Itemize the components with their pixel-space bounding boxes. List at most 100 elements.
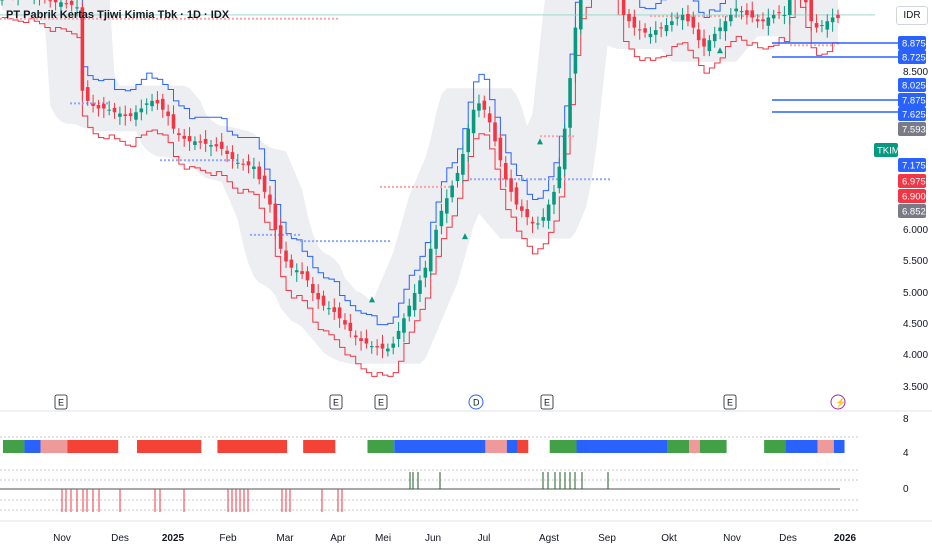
regime-segment xyxy=(67,440,119,453)
candle-body xyxy=(707,40,712,52)
event-label: E xyxy=(378,398,384,408)
candle-body xyxy=(691,16,696,28)
candle-body xyxy=(337,307,342,319)
earnings-event-marker[interactable]: E xyxy=(723,394,737,410)
candle-body xyxy=(252,166,256,169)
candle-body xyxy=(621,0,626,15)
candle-body xyxy=(193,141,197,145)
event-box xyxy=(540,394,554,410)
y-axis-tick: 5.000 xyxy=(903,288,928,299)
candle-body xyxy=(498,137,503,161)
price-label-info: 6.852 xyxy=(898,204,926,218)
candle-body xyxy=(412,293,417,311)
candle-body xyxy=(814,23,819,28)
x-axis-tick: Okt xyxy=(661,533,677,544)
candle-body xyxy=(734,8,738,12)
candle-body xyxy=(552,191,556,205)
symbol-title: PT Pabrik Kertas Tjiwi Kimia Tbk · 1D · … xyxy=(6,9,230,21)
candle-body xyxy=(402,318,406,333)
candle-body xyxy=(396,330,401,340)
dividend-event-marker[interactable]: D xyxy=(468,394,484,410)
candle-body xyxy=(718,27,722,32)
price-label-text: 7.875 xyxy=(902,96,926,107)
earnings-event-marker[interactable]: E xyxy=(54,394,68,410)
candle-body xyxy=(48,0,53,2)
price-label-text: 8.025 xyxy=(902,81,926,92)
y-axis-tick: 5.500 xyxy=(903,256,928,267)
candle-body xyxy=(637,29,642,31)
price-label-level: 6.975 xyxy=(898,174,926,188)
candle-body xyxy=(509,178,513,192)
candle-body xyxy=(702,38,706,47)
candle-body xyxy=(407,305,412,317)
event-box xyxy=(374,394,388,410)
price-label-text: 8.725 xyxy=(902,53,926,64)
sub-y-axis-tick: 8 xyxy=(903,414,909,425)
event-label: D xyxy=(473,398,480,408)
event-box xyxy=(723,394,737,410)
earnings-event-marker[interactable]: E xyxy=(329,394,343,410)
price-label-level: 7.875 xyxy=(898,93,926,107)
candle-body xyxy=(686,14,690,22)
volatility-band xyxy=(2,0,838,364)
earnings-event-marker[interactable]: E xyxy=(374,394,388,410)
ticker-tag-text: TKIM xyxy=(877,146,900,157)
price-label-level: 6.900 xyxy=(898,189,926,203)
candle-body xyxy=(219,141,224,149)
candle-body xyxy=(128,113,133,117)
candle-body xyxy=(160,98,165,110)
price-label-text: 6.900 xyxy=(902,192,926,203)
candle-body xyxy=(134,112,138,120)
candle-body xyxy=(53,0,58,3)
candle-body xyxy=(0,0,4,1)
price-label-level: 8.875 xyxy=(898,36,926,50)
candle-body xyxy=(477,103,481,111)
regime-segment xyxy=(785,440,818,453)
x-axis-tick: Nov xyxy=(53,533,71,544)
earnings-event-marker[interactable]: E xyxy=(540,394,554,410)
candle-body xyxy=(327,308,331,310)
candle-body xyxy=(209,145,213,147)
candle-body xyxy=(246,161,251,166)
candle-body xyxy=(112,107,117,113)
regime-segment xyxy=(699,440,727,453)
candle-body xyxy=(439,210,444,227)
candle-body xyxy=(311,284,315,293)
y-axis-tick: 3.500 xyxy=(903,382,928,393)
candle-body xyxy=(423,267,428,278)
candle-body xyxy=(482,100,487,110)
ticker-tag-box xyxy=(874,143,898,157)
candle-body xyxy=(284,250,288,262)
candle-body xyxy=(369,346,374,348)
price-label-text: 6.975 xyxy=(902,177,926,188)
candle-body xyxy=(364,338,369,344)
candle-body xyxy=(503,163,508,180)
regime-segment xyxy=(217,440,288,453)
price-label-level: 7.625 xyxy=(898,107,926,121)
x-axis-tick: 2026 xyxy=(834,533,857,544)
candle-body xyxy=(648,33,653,38)
x-axis-tick: Des xyxy=(111,533,129,544)
candle-body xyxy=(578,0,583,30)
candle-body xyxy=(696,29,701,41)
candle-body xyxy=(461,153,465,175)
candle-body xyxy=(85,87,90,101)
y-axis-tick: 4.500 xyxy=(903,319,928,330)
price-label-box xyxy=(898,122,926,136)
split-event-marker[interactable]: ⚡ xyxy=(830,394,846,410)
candle-body xyxy=(664,25,669,32)
x-axis-tick: Sep xyxy=(598,533,616,544)
currency-selector[interactable]: IDR xyxy=(896,6,928,25)
candle-body xyxy=(557,166,562,189)
x-axis-tick: Des xyxy=(779,533,797,544)
candle-body xyxy=(64,3,69,5)
price-label-box xyxy=(898,93,926,107)
candle-body xyxy=(268,194,272,205)
candle-body xyxy=(643,28,647,33)
event-label: E xyxy=(333,398,339,408)
regime-segment xyxy=(303,440,336,453)
buy-signal-marker xyxy=(462,233,468,240)
regime-segment xyxy=(485,440,507,453)
candle-body xyxy=(670,21,674,26)
